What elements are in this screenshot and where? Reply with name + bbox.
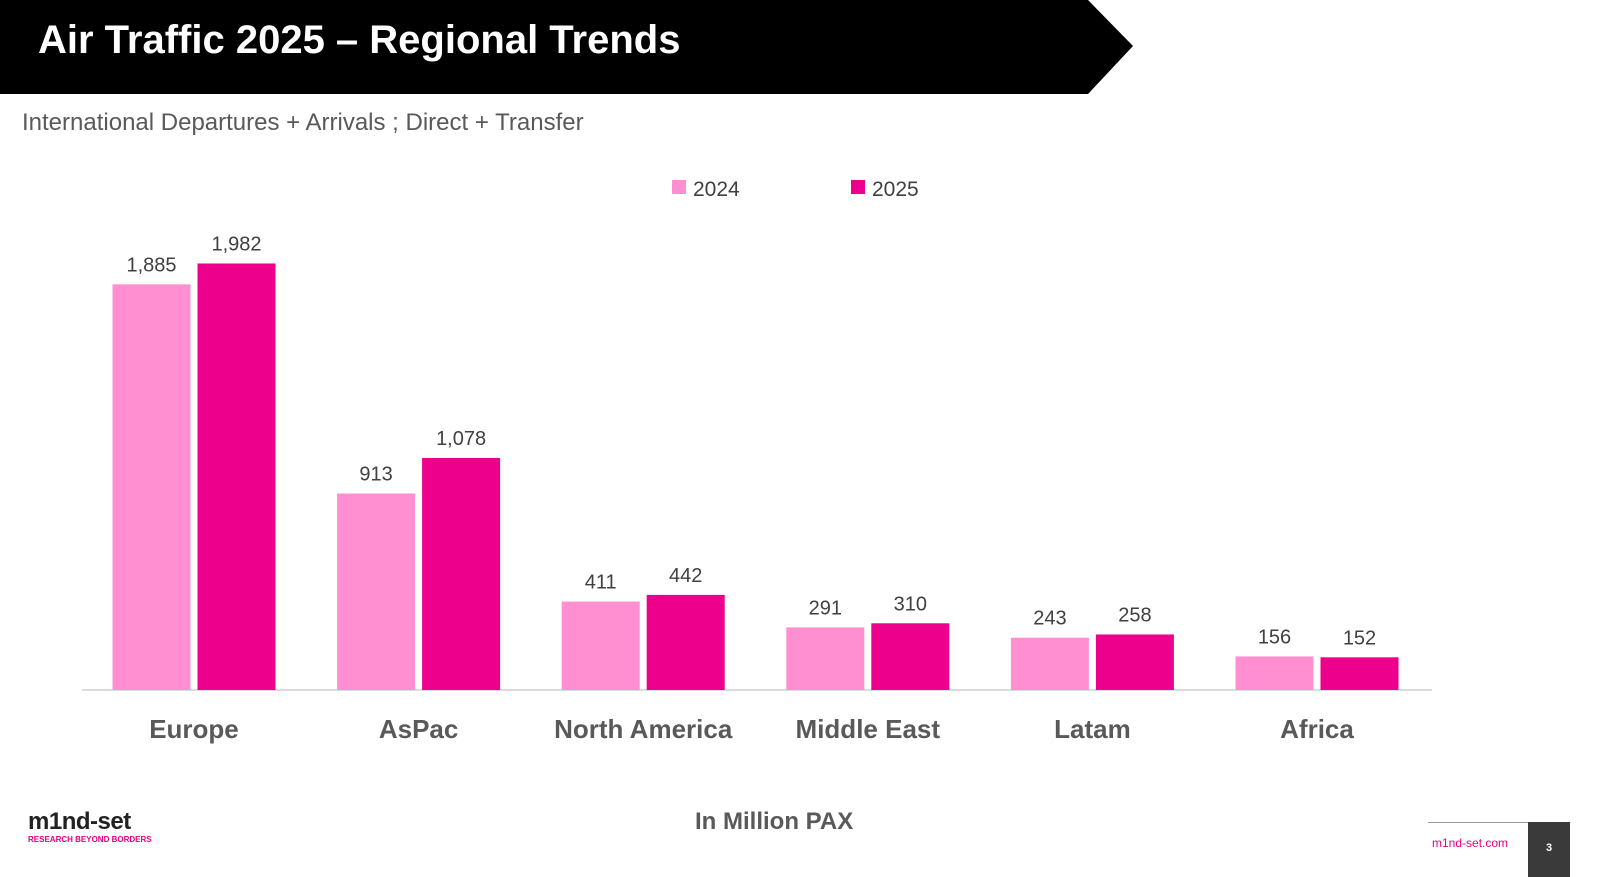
data-label-2025-latam: 258 [1118,604,1151,626]
category-label-north-america: North America [554,714,733,744]
legend-label-2025: 2025 [872,178,919,201]
bar-2024-europe [112,284,191,690]
data-label-2025-middle-east: 310 [894,593,927,615]
data-label-2024-aspac: 913 [359,464,392,486]
category-label-europe: Europe [149,714,239,744]
bar-2024-middle-east [786,627,865,690]
data-label-2024-north-america: 411 [585,572,617,594]
category-label-africa: Africa [1280,714,1354,744]
brand-logo: m1nd-set RESEARCH BEYOND BORDERS [28,808,178,848]
data-label-2025-north-america: 442 [669,565,702,587]
bar-2025-latam [1095,634,1174,690]
category-label-aspac: AsPac [379,714,459,744]
bar-2025-middle-east [871,623,950,690]
bar-2024-africa [1235,656,1314,690]
legend-swatch-2024 [672,180,686,194]
bar-2024-latam [1010,637,1089,690]
data-label-2025-aspac: 1,078 [436,428,486,450]
category-label-latam: Latam [1054,714,1131,744]
logo-wordmark: m1nd-set [28,808,131,835]
data-label-2024-middle-east: 291 [809,597,842,619]
website-link[interactable]: m1nd-set.com [1432,836,1509,850]
data-label-2024-europe: 1,885 [126,254,176,276]
unit-note: In Million PAX [695,808,854,835]
legend-label-2024: 2024 [693,178,740,201]
page-number: 3 [1545,842,1553,854]
legend-swatch-2025 [851,180,865,194]
category-label-middle-east: Middle East [796,714,941,744]
bar-2025-north-america [646,594,725,690]
data-label-2024-africa: 156 [1258,626,1291,648]
bar-2025-africa [1320,657,1399,690]
data-label-2025-europe: 1,982 [211,233,261,255]
data-label-2025-africa: 152 [1343,627,1376,649]
bar-2024-north-america [561,601,640,690]
title-band: Air Traffic 2025 – Regional Trends [0,0,1160,96]
logo-tagline: RESEARCH BEYOND BORDERS [28,835,152,844]
page-number-box: 3 [1528,822,1570,877]
page-title: Air Traffic 2025 – Regional Trends [38,18,681,62]
page-subtitle: International Departures + Arrivals ; Di… [22,109,584,136]
footer-divider [1428,822,1528,823]
bar-2025-aspac [422,458,501,690]
bar-2025-europe [197,263,276,690]
bar-2024-aspac [337,493,416,690]
title-arrow-shape [0,0,1133,94]
data-label-2024-latam: 243 [1033,608,1066,630]
